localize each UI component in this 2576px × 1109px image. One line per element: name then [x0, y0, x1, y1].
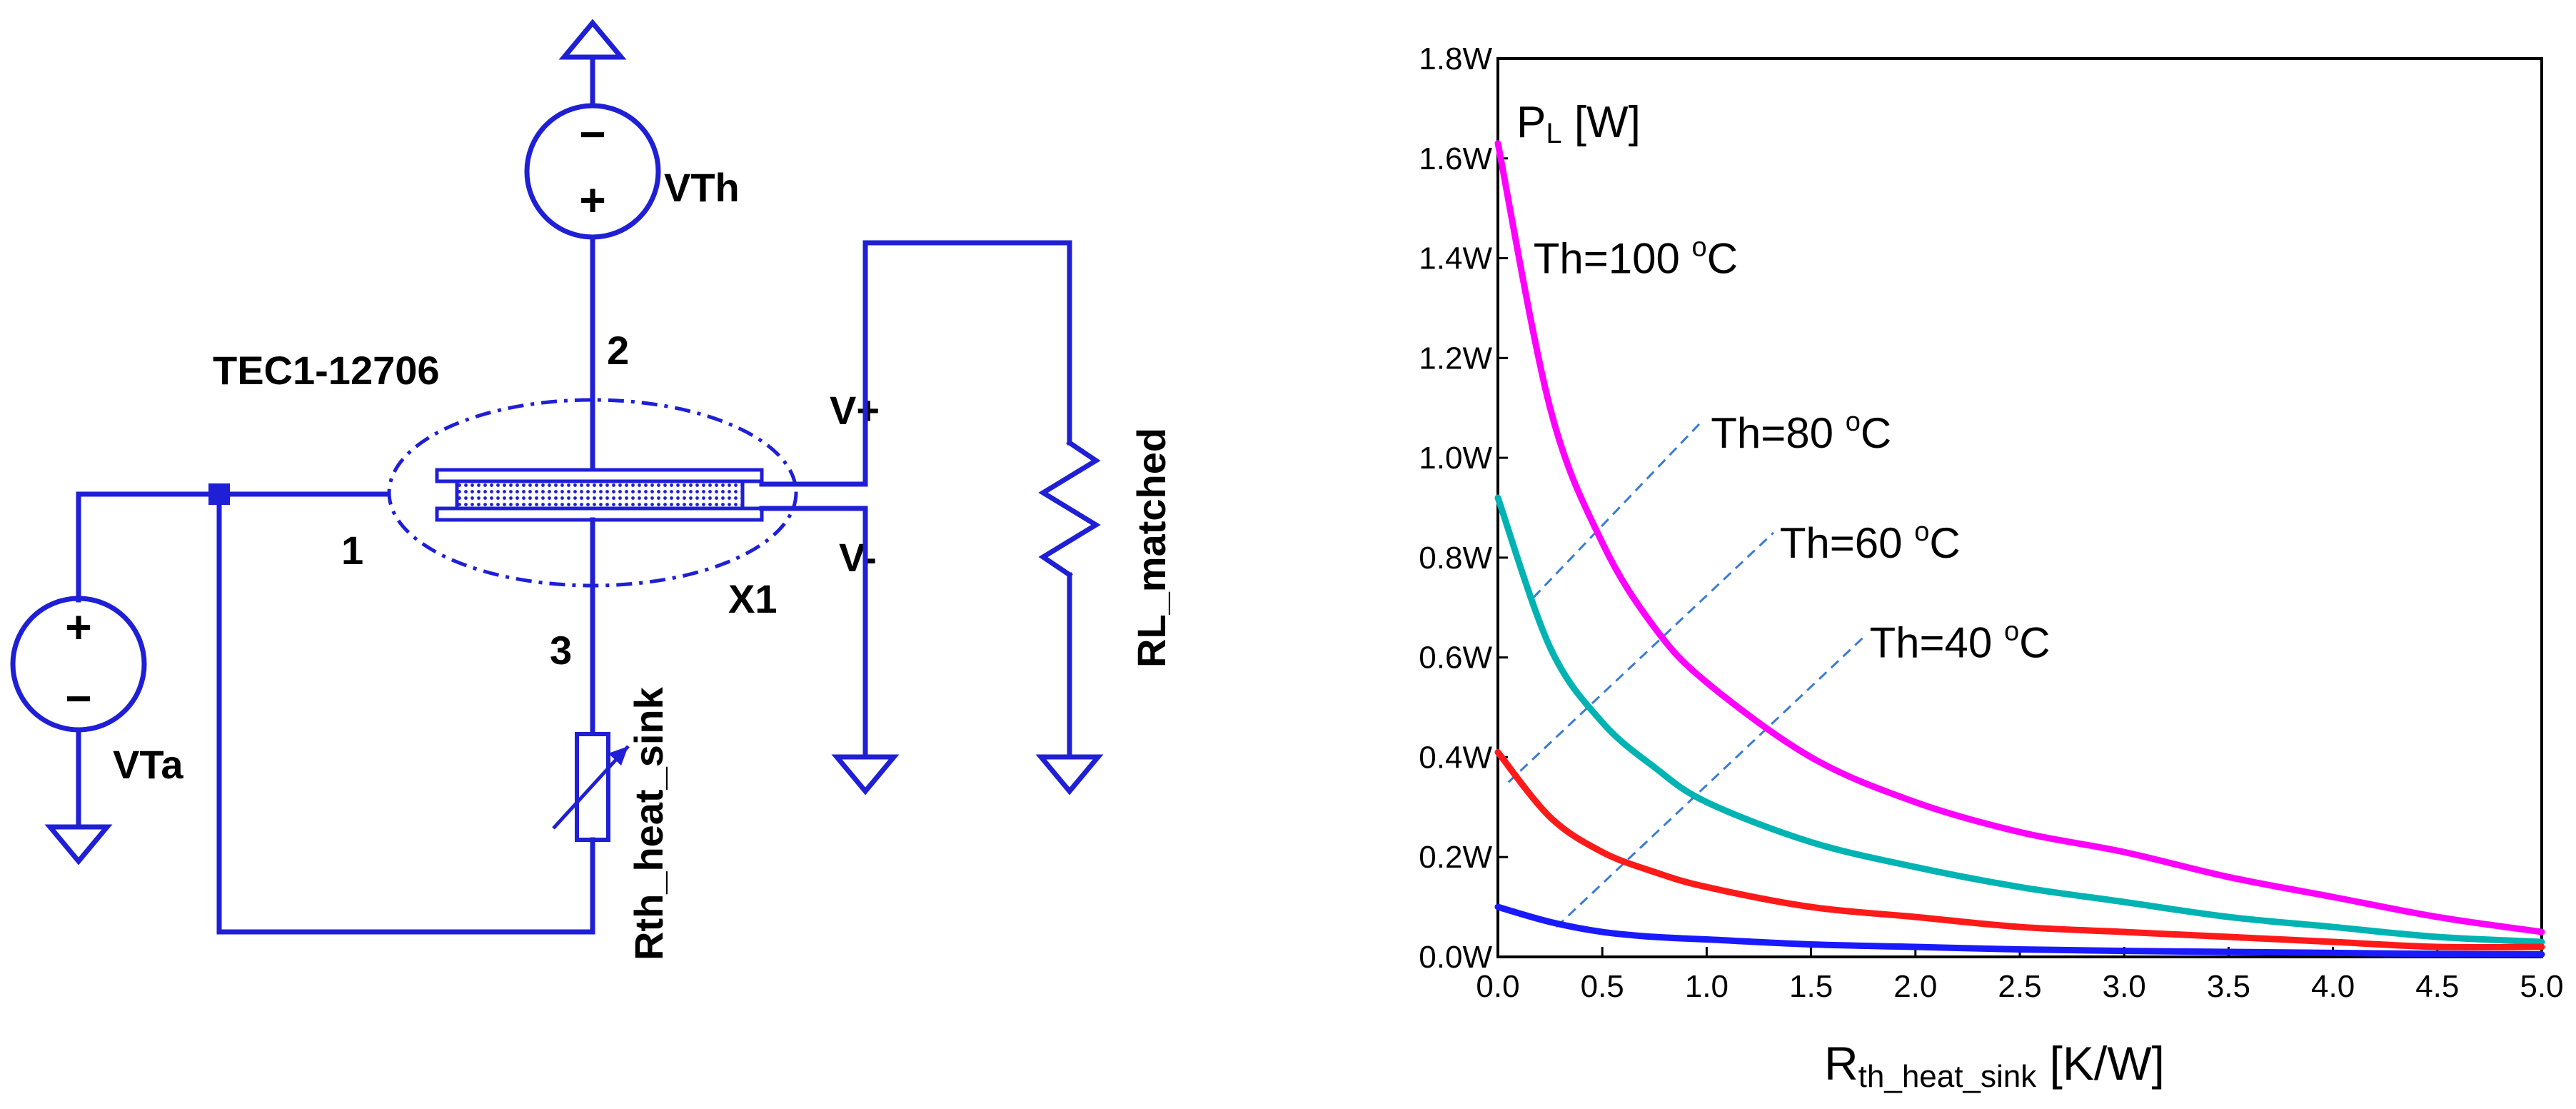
pin2-label: 2 [607, 328, 629, 373]
y-tick-label: 1.0W [1419, 441, 1492, 476]
vta-minus: − [65, 673, 91, 724]
x-tick-label: 2.5 [1998, 969, 2041, 1004]
power-chart: 0.0W 0.2W 0.4W 0.6W 0.8W 1.0W 1.2W 1.4W 1.6W 1.8W… [1419, 41, 2563, 1094]
rth-label: Rth_heat_sink [626, 686, 671, 960]
x-tick-label: 3.5 [2207, 969, 2250, 1004]
pin1-label: 1 [341, 528, 363, 573]
plot-frame [1496, 57, 2543, 958]
vth-minus: − [579, 109, 605, 160]
rth-arrowhead [608, 746, 628, 766]
y-tick-label: 1.8W [1419, 41, 1492, 76]
y-axis-ticks: 0.0W 0.2W 0.4W 0.6W 0.8W 1.0W 1.2W 1.4W 1.6W 1.8W [1419, 41, 1508, 975]
curves [1494, 140, 2545, 958]
label-guides [1507, 422, 1864, 928]
x-tick-label: 4.0 [2311, 969, 2355, 1004]
x-tick-label: 4.5 [2415, 969, 2459, 1004]
series-label-3: Th=40 oC [1869, 617, 2050, 667]
y-tick-label: 1.2W [1419, 341, 1492, 376]
y-tick-label: 0.0W [1419, 940, 1492, 975]
x-tick-label: 1.5 [1789, 969, 1833, 1004]
y-tick-label: 0.4W [1419, 740, 1492, 775]
x-tick-label: 0.5 [1581, 969, 1624, 1004]
x-axis-ticks: 0.0 0.5 1.0 1.5 2.0 2.5 3.0 3.5 4.0 4.5 5.0 [1476, 947, 2564, 1004]
guide-line-2 [1507, 531, 1774, 783]
x-tick-label: 1.0 [1685, 969, 1729, 1004]
tec-elements [455, 479, 745, 511]
vminus-ground-symbol [831, 754, 900, 796]
y-tick-label: 0.6W [1419, 641, 1492, 676]
vta-label: VTa [113, 742, 183, 787]
vta-plus: + [65, 601, 91, 653]
pin3-label: 3 [550, 628, 572, 673]
rl-resistor [1038, 439, 1101, 578]
series-line-2 [1494, 748, 2545, 951]
x-tick-label: 3.0 [2103, 969, 2146, 1004]
vth-plus: + [579, 174, 605, 226]
series-label-2: Th=60 oC [1780, 517, 1961, 567]
series-line-0 [1494, 140, 2545, 935]
y-tick-label: 0.8W [1419, 541, 1492, 576]
tec-instance-label: X1 [728, 576, 778, 621]
y-tick-label: 0.2W [1419, 840, 1492, 875]
vth-ground-symbol [558, 19, 627, 60]
vplus-label: V+ [830, 388, 880, 433]
series-line-1 [1494, 494, 2545, 945]
x-axis-label: Rth_heat_sink [K/W] [1824, 1037, 2165, 1094]
y-tick-label: 1.4W [1419, 241, 1492, 276]
series-label-1: Th=80 oC [1711, 407, 1891, 457]
x-tick-label: 2.0 [1893, 969, 1937, 1004]
vth-label: VTh [664, 165, 740, 210]
guide-line-3 [1555, 636, 1864, 928]
circuit-schematic: − + VTh 2 TEC1-12706 X1 1 + − VTa [10, 19, 1174, 960]
guide-line-1 [1532, 422, 1701, 598]
rl-ground-symbol [1035, 754, 1104, 796]
series-line-3 [1494, 903, 2545, 958]
series-labels: Th=100 oC Th=80 oC Th=60 oC Th=40 oC [1534, 233, 2051, 667]
y-axis-label: PL [W] [1516, 98, 1641, 149]
rl-label: RL_matched [1129, 428, 1174, 668]
vminus-label: V- [839, 535, 877, 580]
x-tick-label: 0.0 [1476, 969, 1519, 1004]
tec-part-label: TEC1-12706 [213, 348, 440, 393]
series-label-0: Th=100 oC [1534, 233, 1738, 283]
y-tick-label: 1.6W [1419, 141, 1492, 176]
x-tick-label: 5.0 [2520, 969, 2563, 1004]
vta-ground-symbol [44, 824, 113, 865]
